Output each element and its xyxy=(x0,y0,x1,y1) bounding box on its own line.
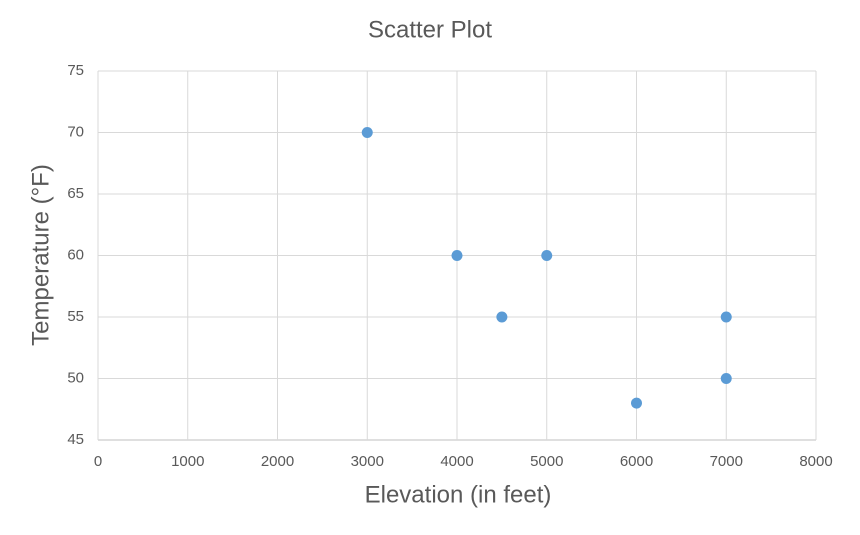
x-tick-label: 3000 xyxy=(351,453,384,470)
y-tick-label: 45 xyxy=(67,431,84,448)
chart-title: Scatter Plot xyxy=(368,16,492,43)
y-tick-label: 75 xyxy=(67,62,84,79)
point xyxy=(720,373,732,384)
y-tick-label: 65 xyxy=(67,185,84,202)
x-axis-label: Elevation (in feet) xyxy=(365,481,552,508)
y-tick-label: 70 xyxy=(67,123,84,140)
y-tick-label: 55 xyxy=(67,308,84,325)
point xyxy=(720,311,732,323)
x-tick-label: 7000 xyxy=(710,453,743,470)
x-tick-label: 6000 xyxy=(620,453,653,470)
point xyxy=(451,250,463,261)
point xyxy=(631,397,642,409)
x-tick-label: 2000 xyxy=(261,453,294,470)
point xyxy=(541,250,553,261)
x-tick-label: 8000 xyxy=(799,453,832,470)
y-tick-label: 50 xyxy=(67,369,84,386)
x-tick-label: 4000 xyxy=(440,453,473,470)
point xyxy=(361,127,373,138)
x-tick-label: 1000 xyxy=(171,453,204,470)
y-tick-label: 60 xyxy=(67,246,84,263)
y-axis-label: Temperature (°F) xyxy=(27,164,54,346)
x-tick-label: 5000 xyxy=(530,453,563,470)
x-tick-label: 0 xyxy=(94,453,102,470)
point xyxy=(496,311,508,323)
